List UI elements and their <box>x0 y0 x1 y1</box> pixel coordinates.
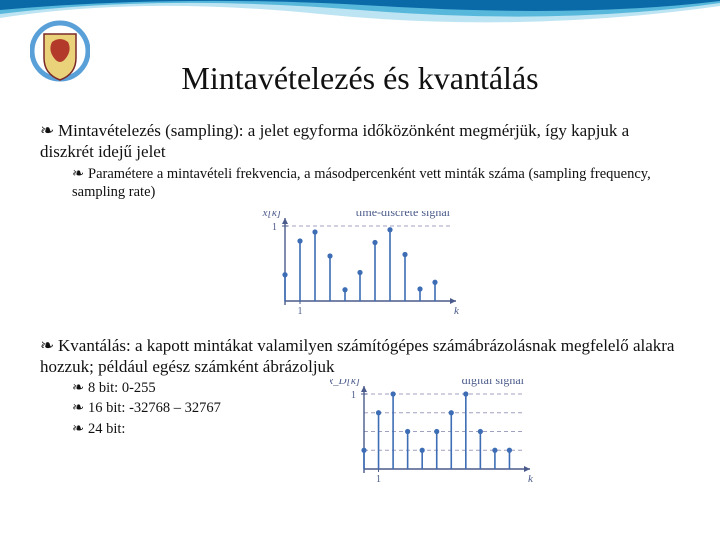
bullet-glyph: ❧ <box>40 120 58 141</box>
chart-digital-wrapper: 1 1 x_D[k]k digital signal <box>320 379 680 489</box>
svg-text:1: 1 <box>351 390 356 401</box>
bullet-glyph: ❧ <box>72 420 88 438</box>
bullet-16bit: ❧16 bit: -32768 – 32767 <box>72 399 320 417</box>
chart-digital: 1 1 x_D[k]k digital signal <box>330 379 540 484</box>
svg-text:1: 1 <box>376 474 381 484</box>
page-title: Mintavételezés és kvantálás <box>0 60 720 97</box>
svg-text:k: k <box>454 305 460 316</box>
bullet-sampling: ❧Mintavételezés (sampling): a jelet egyf… <box>40 120 680 163</box>
bullet-sampling-sub1: ❧Paramétere a mintavételi frekvencia, a … <box>72 165 680 201</box>
quantization-sublist: ❧8 bit: 0-255 ❧16 bit: -32768 – 32767 ❧2… <box>40 379 320 439</box>
wave-path-3 <box>0 0 720 11</box>
bullet-16bit-text: 16 bit: -32768 – 32767 <box>88 400 221 416</box>
svg-text:1: 1 <box>298 306 303 316</box>
wave-path-2 <box>0 0 720 17</box>
svg-text:digital signal: digital signal <box>462 379 525 387</box>
svg-text:x[k]: x[k] <box>262 211 281 219</box>
wave-path-1 <box>0 0 720 22</box>
bullet-glyph: ❧ <box>72 399 88 417</box>
bullet-quantization-text: Kvantálás: a kapott mintákat valamilyen … <box>40 336 674 376</box>
chart-time-discrete: 1 1 x[k] k time-discrete signal <box>255 211 465 316</box>
bullet-24bit-text: 24 bit: <box>88 421 125 437</box>
bullet-sampling-sub1-text: Paramétere a mintavételi frekvencia, a m… <box>72 166 651 200</box>
bullet-8bit: ❧8 bit: 0-255 <box>72 379 320 397</box>
bullet-glyph: ❧ <box>72 165 88 183</box>
chart-time-discrete-wrapper: 1 1 x[k] k time-discrete signal <box>40 211 680 321</box>
bullet-24bit: ❧24 bit: <box>72 420 320 438</box>
bullet-quantization: ❧Kvantálás: a kapott mintákat valamilyen… <box>40 335 680 378</box>
bullet-sampling-text: Mintavételezés (sampling): a jelet egyfo… <box>40 121 629 161</box>
bullet-glyph: ❧ <box>40 335 58 356</box>
svg-text:x_D[k]: x_D[k] <box>330 379 360 387</box>
bullet-glyph: ❧ <box>72 379 88 397</box>
wave-decoration <box>0 0 720 40</box>
svg-text:time-discrete signal: time-discrete signal <box>356 211 451 219</box>
svg-text:k: k <box>528 473 534 484</box>
quantization-row: ❧8 bit: 0-255 ❧16 bit: -32768 – 32767 ❧2… <box>40 379 680 489</box>
content-area: ❧Mintavételezés (sampling): a jelet egyf… <box>40 120 680 489</box>
bullet-8bit-text: 8 bit: 0-255 <box>88 380 156 396</box>
svg-text:1: 1 <box>272 222 277 233</box>
